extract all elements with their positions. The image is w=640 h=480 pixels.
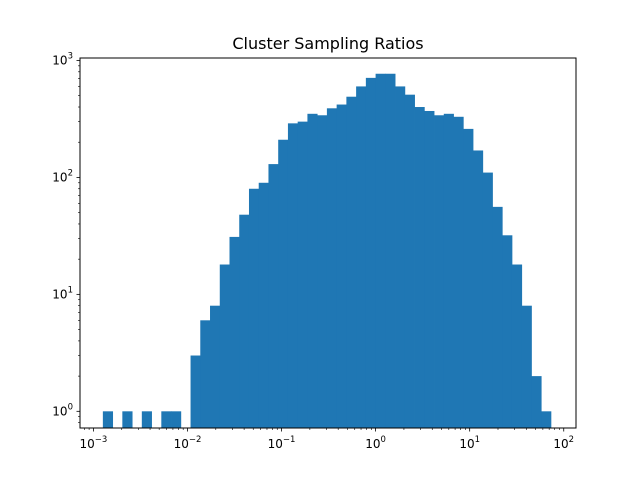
histogram-bar: [346, 96, 357, 429]
histogram-bar: [414, 107, 425, 429]
histogram-bar: [278, 139, 289, 429]
histogram-bar: [141, 411, 152, 428]
histogram-bar: [482, 172, 493, 428]
x-tick-label: 10−1: [268, 435, 296, 451]
histogram-bar: [453, 116, 464, 428]
histogram-bar: [122, 411, 133, 428]
y-tick-label: 103: [52, 51, 73, 67]
histogram-bar: [287, 123, 299, 428]
y-tick-label: 100: [52, 402, 73, 418]
histogram-bar: [356, 86, 367, 429]
histogram-bar: [307, 113, 318, 429]
histogram-bar: [424, 110, 435, 428]
histogram-bar: [404, 94, 415, 429]
histogram-bar: [473, 150, 484, 428]
x-tick-label: 102: [553, 435, 574, 451]
histogram-bar: [326, 108, 338, 429]
bars-group: [102, 73, 552, 429]
histogram-bar: [171, 411, 182, 428]
histogram-bar: [258, 182, 269, 428]
histogram-bar: [239, 214, 250, 428]
histogram-bar: [268, 164, 279, 428]
y-tick-label: 102: [52, 168, 73, 184]
plot-frame: [79, 57, 577, 429]
histogram-bar: [385, 73, 396, 428]
histogram-bar: [336, 104, 347, 428]
histogram-bar: [317, 115, 328, 429]
major-ticks: 10−3 10−2 10−1 100 101 102 100 101 102 103: [52, 51, 574, 451]
histogram-bar: [210, 305, 221, 428]
x-tick-label: 10−3: [80, 435, 108, 451]
histogram-bar: [365, 77, 376, 429]
x-tick-label: 101: [459, 435, 480, 451]
histogram-bar: [102, 411, 114, 428]
histogram-bar: [463, 128, 474, 428]
histogram-bar: [395, 86, 406, 429]
chart-title: Cluster Sampling Ratios: [232, 34, 423, 53]
histogram-bar: [521, 305, 532, 428]
histogram-bar: [434, 115, 445, 429]
histogram-bar: [531, 376, 542, 428]
histogram-bar: [248, 188, 260, 428]
histogram-bar: [200, 320, 211, 428]
histogram-bar: [511, 264, 523, 428]
histogram-bar: [190, 355, 201, 428]
histogram-bar: [492, 206, 503, 428]
x-tick-label: 100: [365, 435, 386, 451]
histogram-bar: [375, 73, 386, 428]
y-tick-label: 101: [52, 285, 73, 301]
histogram-bar: [297, 121, 308, 428]
histogram-bar: [161, 411, 172, 428]
histogram-bar: [229, 236, 240, 428]
histogram-bar: [502, 235, 513, 428]
histogram-bar: [541, 411, 552, 428]
x-tick-label: 10−2: [174, 435, 202, 451]
histogram-bar: [219, 264, 230, 428]
histogram-bar: [443, 113, 454, 429]
